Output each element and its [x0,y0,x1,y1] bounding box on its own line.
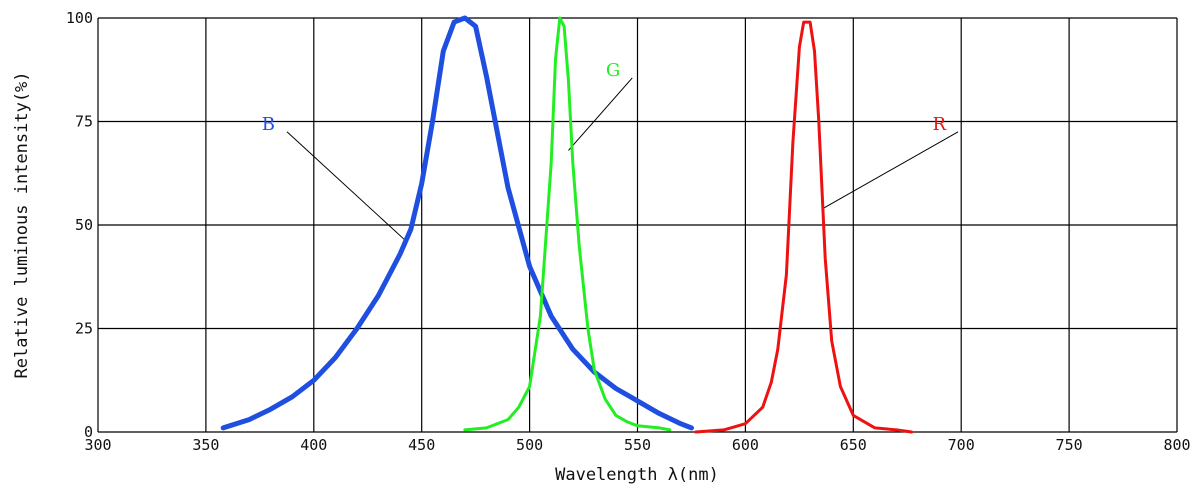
y-tick-labels: 0 25 50 75 100 [66,9,93,441]
x-tick-label: 450 [408,436,435,454]
series-labels: B G R [262,60,947,135]
series-line-r [694,20,914,434]
series-line-b [220,15,694,431]
x-tick-label: 550 [624,436,651,454]
series-label-g: G [606,60,620,81]
x-tick-label: 800 [1163,436,1190,454]
y-tick-label: 75 [75,113,93,131]
series-label-b: B [262,114,275,135]
x-tick-labels: 300 350 400 450 500 550 600 650 700 750 800 [84,436,1190,454]
x-tick-label: 300 [84,436,111,454]
y-tick-label: 0 [84,423,93,441]
x-axis-label: Wavelength λ(nm) [555,465,719,485]
x-tick-label: 350 [192,436,219,454]
y-tick-label: 100 [66,9,93,27]
x-tick-label: 600 [732,436,759,454]
leader-line-g [568,77,633,151]
series-label-r: R [933,114,947,135]
leader-line-b [286,131,407,242]
x-tick-label: 700 [948,436,975,454]
grid-lines [97,17,1178,433]
series-line-g [463,16,672,432]
x-tick-label: 750 [1056,436,1083,454]
y-tick-label: 25 [75,320,93,338]
y-tick-label: 50 [75,216,93,234]
series-leader-lines [286,77,959,242]
x-tick-label: 500 [516,436,543,454]
x-tick-label: 650 [840,436,867,454]
y-axis-label: Relative luminous intensity(%) [12,71,32,378]
series-lines [220,15,914,434]
x-tick-label: 400 [300,436,327,454]
leader-line-r [822,131,959,209]
